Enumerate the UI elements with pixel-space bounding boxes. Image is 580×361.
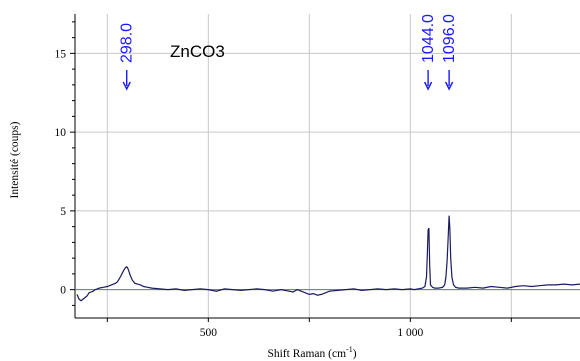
x-ticks: 500 1 000 (106, 318, 512, 339)
x-tick-label: 1 000 (397, 327, 423, 339)
chart-title: ZnCO3 (170, 42, 225, 61)
x-tick-label: 500 (200, 327, 218, 339)
spectrum-line (76, 215, 580, 302)
peak-arrow-head (423, 81, 433, 91)
peak-arrow-head (122, 81, 131, 91)
peak-annotation: 1044.0 (420, 14, 437, 91)
x-axis-label-suffix: ) (353, 348, 357, 360)
y-tick-label: 15 (55, 48, 67, 60)
peak-label: 1096.0 (441, 14, 458, 63)
axes (74, 14, 580, 319)
y-ticks: 0 5 10 15 (55, 21, 75, 306)
peak-label: 298.0 (119, 23, 136, 63)
peak-annotation: 1096.0 (441, 14, 458, 91)
x-axis-label-main: Shift Raman (cm (267, 348, 346, 360)
x-axis-label-sup: -1 (346, 345, 353, 354)
y-tick-label: 0 (60, 285, 66, 297)
peak-annotation: 298.0 (119, 23, 136, 91)
y-axis-label: Intensité (coups) (9, 121, 21, 198)
peak-label: 1044.0 (420, 14, 437, 63)
y-tick-label: 10 (55, 127, 67, 139)
peak-annotations: 298.0 1044.0 1096.0 (119, 14, 458, 91)
y-tick-label: 5 (60, 206, 66, 218)
peak-arrow-head (444, 81, 454, 91)
series (75, 215, 580, 302)
grid (75, 14, 580, 318)
x-axis-label: Shift Raman (cm-1) (267, 345, 356, 360)
